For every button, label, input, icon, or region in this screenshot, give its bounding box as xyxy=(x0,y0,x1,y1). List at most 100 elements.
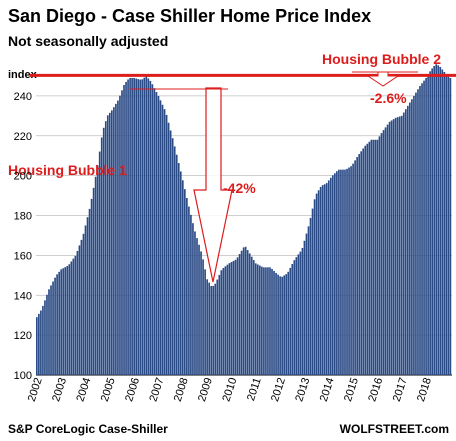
bar xyxy=(202,259,204,375)
bar xyxy=(183,189,186,375)
bar xyxy=(131,77,133,376)
bar xyxy=(295,257,298,375)
bar xyxy=(52,281,54,375)
bar xyxy=(163,109,166,375)
bar xyxy=(153,88,156,376)
bar xyxy=(222,268,225,375)
bar xyxy=(275,272,277,375)
bar xyxy=(70,261,73,375)
annotation-minus-42-percent: -42% xyxy=(223,180,256,196)
bar xyxy=(244,246,247,375)
bar xyxy=(115,103,117,375)
bar xyxy=(402,112,405,376)
bar xyxy=(106,115,109,375)
x-tick-label: 2009 xyxy=(196,376,215,403)
source-credit: S&P CoreLogic Case-Shiller xyxy=(8,422,168,436)
y-tick-label: 240 xyxy=(14,91,32,103)
bar xyxy=(102,127,105,375)
bar xyxy=(250,256,253,375)
bar xyxy=(206,279,208,375)
bar xyxy=(169,130,172,375)
bar xyxy=(433,66,436,375)
bar xyxy=(240,250,243,375)
x-tick-label: 2018 xyxy=(415,376,434,403)
bar xyxy=(58,271,60,375)
bar xyxy=(149,80,152,375)
bar xyxy=(372,139,375,375)
bar xyxy=(50,285,52,375)
bar xyxy=(386,124,389,375)
bar xyxy=(94,176,97,375)
bar xyxy=(435,64,438,375)
decline-arrow-bubble-1 xyxy=(193,87,233,283)
x-tick-label: 2004 xyxy=(74,376,93,403)
bar xyxy=(360,151,363,375)
bar xyxy=(293,260,296,375)
bar xyxy=(321,185,324,375)
bar xyxy=(123,85,125,375)
bar xyxy=(334,173,336,375)
bar xyxy=(265,267,267,375)
bar xyxy=(157,95,160,376)
bar xyxy=(196,238,198,375)
bar xyxy=(368,141,371,375)
bar xyxy=(354,160,356,375)
x-tick-label: 2014 xyxy=(318,376,337,403)
bar xyxy=(145,75,148,375)
bar xyxy=(398,116,401,375)
bar xyxy=(48,289,50,375)
bar xyxy=(66,266,69,375)
bar xyxy=(226,264,229,375)
bar xyxy=(90,198,93,375)
bar xyxy=(60,269,63,375)
bar xyxy=(281,276,283,375)
bar xyxy=(374,139,377,375)
x-tick-label: 2003 xyxy=(50,376,69,403)
bar xyxy=(289,267,292,375)
bar xyxy=(271,268,273,375)
y-axis-label: index xyxy=(8,69,38,81)
bar xyxy=(317,190,320,375)
chart-title: San Diego - Case Shiller Home Price Inde… xyxy=(8,6,371,26)
bar xyxy=(269,267,271,375)
bar xyxy=(228,263,231,375)
bar xyxy=(133,77,135,376)
bar xyxy=(390,120,393,376)
bar xyxy=(98,151,101,375)
bar-series xyxy=(36,64,452,376)
bar xyxy=(338,169,340,375)
bar xyxy=(299,251,302,375)
bar xyxy=(208,282,210,375)
bar xyxy=(238,254,241,375)
bar xyxy=(342,169,344,375)
bar xyxy=(315,193,318,375)
bar xyxy=(421,83,423,375)
bar xyxy=(261,266,263,375)
y-tick-label: 100 xyxy=(14,370,32,382)
bar xyxy=(392,119,395,375)
wolfstreet-credit: WOLFSTREET.com xyxy=(340,422,449,436)
bar xyxy=(86,217,89,375)
bar xyxy=(88,208,91,375)
bar xyxy=(38,313,40,375)
bar xyxy=(159,100,162,375)
x-tick-label: 2006 xyxy=(123,376,142,403)
bar xyxy=(449,77,452,376)
bar xyxy=(127,79,129,376)
bar xyxy=(348,167,350,375)
bar xyxy=(78,245,81,375)
bar xyxy=(135,78,138,376)
bar xyxy=(236,257,239,375)
bar xyxy=(346,168,348,375)
bar xyxy=(129,77,131,376)
bar xyxy=(104,121,107,376)
bar xyxy=(396,117,399,376)
bar xyxy=(382,130,385,375)
bar xyxy=(423,80,425,376)
bar xyxy=(427,74,429,375)
bar xyxy=(113,107,115,375)
bar xyxy=(303,240,306,375)
bar xyxy=(415,92,417,375)
bar xyxy=(212,285,215,375)
